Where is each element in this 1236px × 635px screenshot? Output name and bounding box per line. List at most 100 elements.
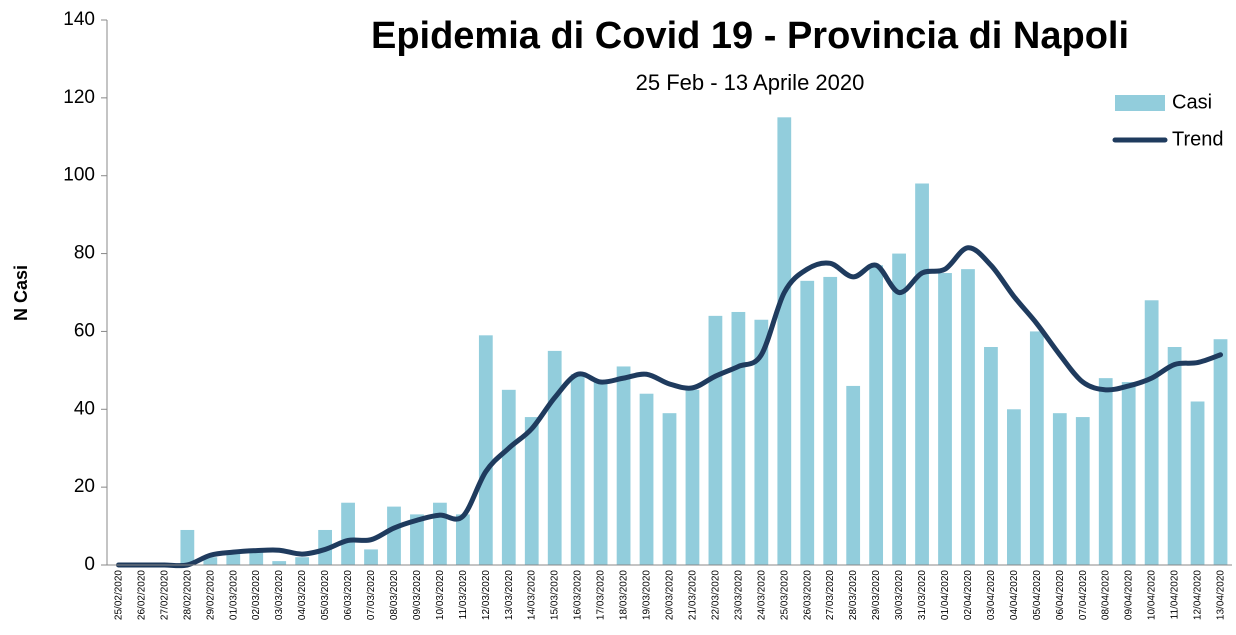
y-tick-label: 20	[74, 476, 95, 497]
x-tick-label: 24/03/2020	[756, 570, 767, 620]
x-tick-label: 11/04/2020	[1170, 570, 1181, 620]
bar	[341, 502, 355, 565]
x-tick-label: 09/03/2020	[412, 570, 423, 620]
y-tick-label: 140	[63, 9, 95, 30]
x-tick-label: 31/03/2020	[917, 570, 928, 620]
bar	[547, 350, 562, 565]
y-tick-label: 100	[63, 165, 95, 186]
x-tick-label: 18/03/2020	[619, 570, 630, 620]
x-tick-label: 07/03/2020	[366, 570, 377, 620]
bar	[203, 557, 218, 565]
bar	[938, 273, 952, 565]
y-tick-label: 40	[74, 398, 95, 419]
x-tick-label: 19/03/2020	[642, 570, 653, 620]
x-tick-label: 25/03/2020	[779, 570, 790, 620]
x-tick-label: 12/04/2020	[1193, 570, 1204, 620]
bar	[1190, 401, 1205, 565]
bar	[1098, 378, 1113, 565]
x-tick-label: 01/04/2020	[940, 570, 951, 620]
bar	[616, 366, 631, 565]
x-tick-label: 20/03/2020	[665, 570, 676, 620]
x-tick-label: 23/03/2020	[733, 570, 744, 620]
x-tick-label: 02/03/2020	[251, 570, 262, 620]
x-tick-label: 27/03/2020	[825, 570, 836, 620]
x-tick-label: 14/03/2020	[527, 570, 538, 620]
x-tick-label: 07/04/2020	[1078, 570, 1089, 620]
x-tick-label: 26/02/2020	[136, 570, 147, 620]
bar	[570, 374, 585, 565]
bar	[662, 413, 677, 565]
x-tick-label: 05/04/2020	[1032, 570, 1043, 620]
legend-swatch	[1115, 95, 1165, 111]
y-tick-label: 80	[74, 243, 95, 264]
x-tick-label: 04/04/2020	[1009, 570, 1020, 620]
bar	[455, 514, 470, 565]
bar	[524, 417, 539, 565]
trend-line	[115, 245, 1224, 569]
x-tick-label: 08/04/2020	[1101, 570, 1112, 620]
chart-title: Epidemia di Covid 19 - Provincia di Napo…	[371, 15, 1129, 57]
bar	[731, 311, 746, 565]
x-tick-label: 12/03/2020	[481, 570, 492, 620]
bar	[800, 280, 815, 565]
bar	[915, 183, 929, 565]
x-tick-label: 10/03/2020	[435, 570, 446, 620]
x-tick-label: 03/04/2020	[986, 570, 997, 620]
bar	[869, 265, 884, 565]
x-tick-label: 26/03/2020	[802, 570, 813, 620]
bar	[272, 561, 287, 565]
x-tick-label: 22/03/2020	[710, 570, 721, 620]
x-tick-label: 16/03/2020	[573, 570, 584, 620]
bar	[639, 393, 654, 565]
y-tick-label: 0	[84, 554, 95, 575]
bar	[295, 557, 310, 565]
x-tick-label: 27/02/2020	[159, 570, 170, 620]
x-tick-label: 17/03/2020	[596, 570, 607, 620]
bar	[1213, 339, 1228, 565]
y-tick-label: 60	[74, 320, 95, 341]
x-tick-label: 06/04/2020	[1055, 570, 1066, 620]
x-tick-label: 06/03/2020	[343, 570, 354, 620]
y-axis-label: N Casi	[11, 265, 31, 321]
x-tick-label: 01/03/2020	[228, 570, 239, 620]
bar	[961, 269, 975, 565]
x-tick-label: 10/04/2020	[1147, 570, 1158, 620]
bar	[501, 389, 516, 565]
chart-subtitle: 25 Feb - 13 Aprile 2020	[636, 70, 865, 95]
bar	[1144, 300, 1159, 565]
bar	[685, 389, 700, 565]
bar	[823, 276, 838, 565]
bar	[387, 506, 401, 565]
bar	[892, 253, 906, 566]
x-tick-label: 03/03/2020	[274, 570, 285, 620]
bar	[433, 502, 447, 565]
x-tick-label: 28/02/2020	[182, 570, 193, 620]
bar	[180, 529, 195, 565]
x-tick-label: 21/03/2020	[687, 570, 698, 620]
bar	[846, 385, 861, 565]
bar	[777, 117, 792, 566]
bar	[478, 335, 493, 565]
x-tick-label: 11/03/2020	[458, 570, 469, 620]
legend-label: Trend	[1172, 128, 1224, 150]
bar	[1121, 382, 1136, 565]
bar	[249, 549, 264, 565]
x-tick-label: 25/02/2020	[113, 570, 124, 620]
bar	[1167, 347, 1182, 565]
x-tick-label: 08/03/2020	[389, 570, 400, 620]
x-tick-label: 02/04/2020	[963, 570, 974, 620]
bar	[1029, 331, 1044, 565]
bar	[1007, 409, 1021, 565]
bar	[410, 514, 424, 565]
x-tick-label: 28/03/2020	[848, 570, 859, 620]
x-tick-label: 13/03/2020	[504, 570, 515, 620]
bar	[1052, 413, 1067, 565]
x-tick-label: 30/03/2020	[894, 570, 905, 620]
x-tick-label: 13/04/2020	[1216, 570, 1227, 620]
x-tick-label: 04/03/2020	[297, 570, 308, 620]
bar	[754, 319, 769, 565]
bar	[364, 549, 378, 565]
bar	[593, 382, 608, 565]
y-tick-label: 120	[63, 87, 95, 108]
